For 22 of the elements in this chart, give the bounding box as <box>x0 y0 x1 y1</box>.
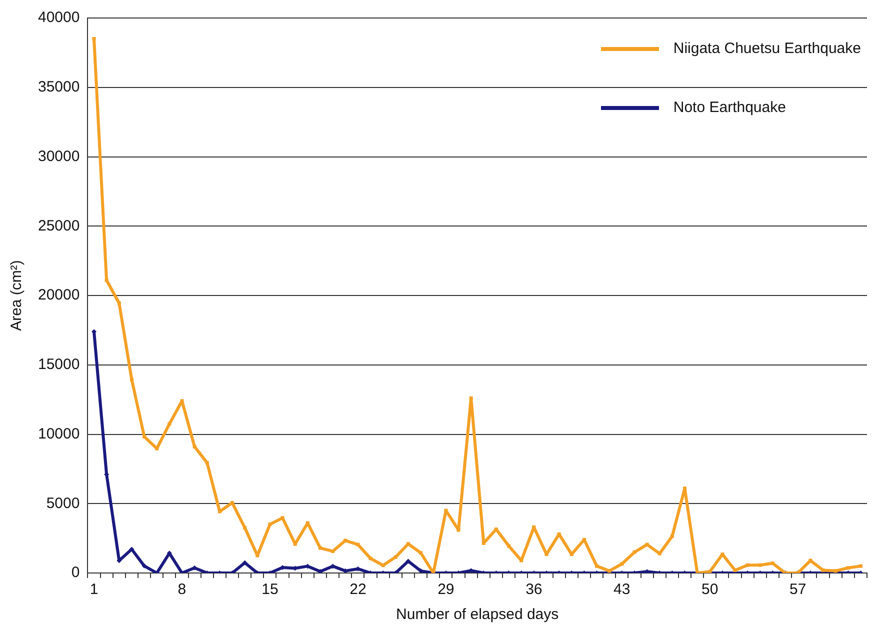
y-tick-label: 30000 <box>38 148 80 165</box>
y-tick-label: 0 <box>71 564 80 582</box>
y-axis-title: Area (cm²) <box>8 260 26 331</box>
x-tick-label: 43 <box>614 581 630 598</box>
y-tick-label: 40000 <box>38 9 80 26</box>
y-tick-label: 35000 <box>38 78 80 96</box>
y-tick-label: 20000 <box>38 286 80 304</box>
y-tick-label: 5000 <box>46 494 80 512</box>
x-tick-label: 8 <box>178 581 186 598</box>
x-tick-label: 1 <box>90 581 98 598</box>
x-tick-label: 36 <box>526 581 542 598</box>
y-tick-label: 25000 <box>38 217 80 234</box>
x-tick-label: 50 <box>702 581 718 598</box>
x-tick-label: 29 <box>438 581 454 598</box>
x-tick-label: 15 <box>262 581 278 598</box>
x-axis-title: Number of elapsed days <box>396 606 559 624</box>
legend-label: Niigata Chuetsu Earthquake <box>673 40 861 57</box>
x-tick-label: 57 <box>790 581 806 598</box>
x-tick-label: 22 <box>350 581 366 598</box>
legend-label: Noto Earthquake <box>673 99 786 116</box>
y-tick-label: 10000 <box>38 425 80 442</box>
y-tick-label: 15000 <box>38 356 80 374</box>
